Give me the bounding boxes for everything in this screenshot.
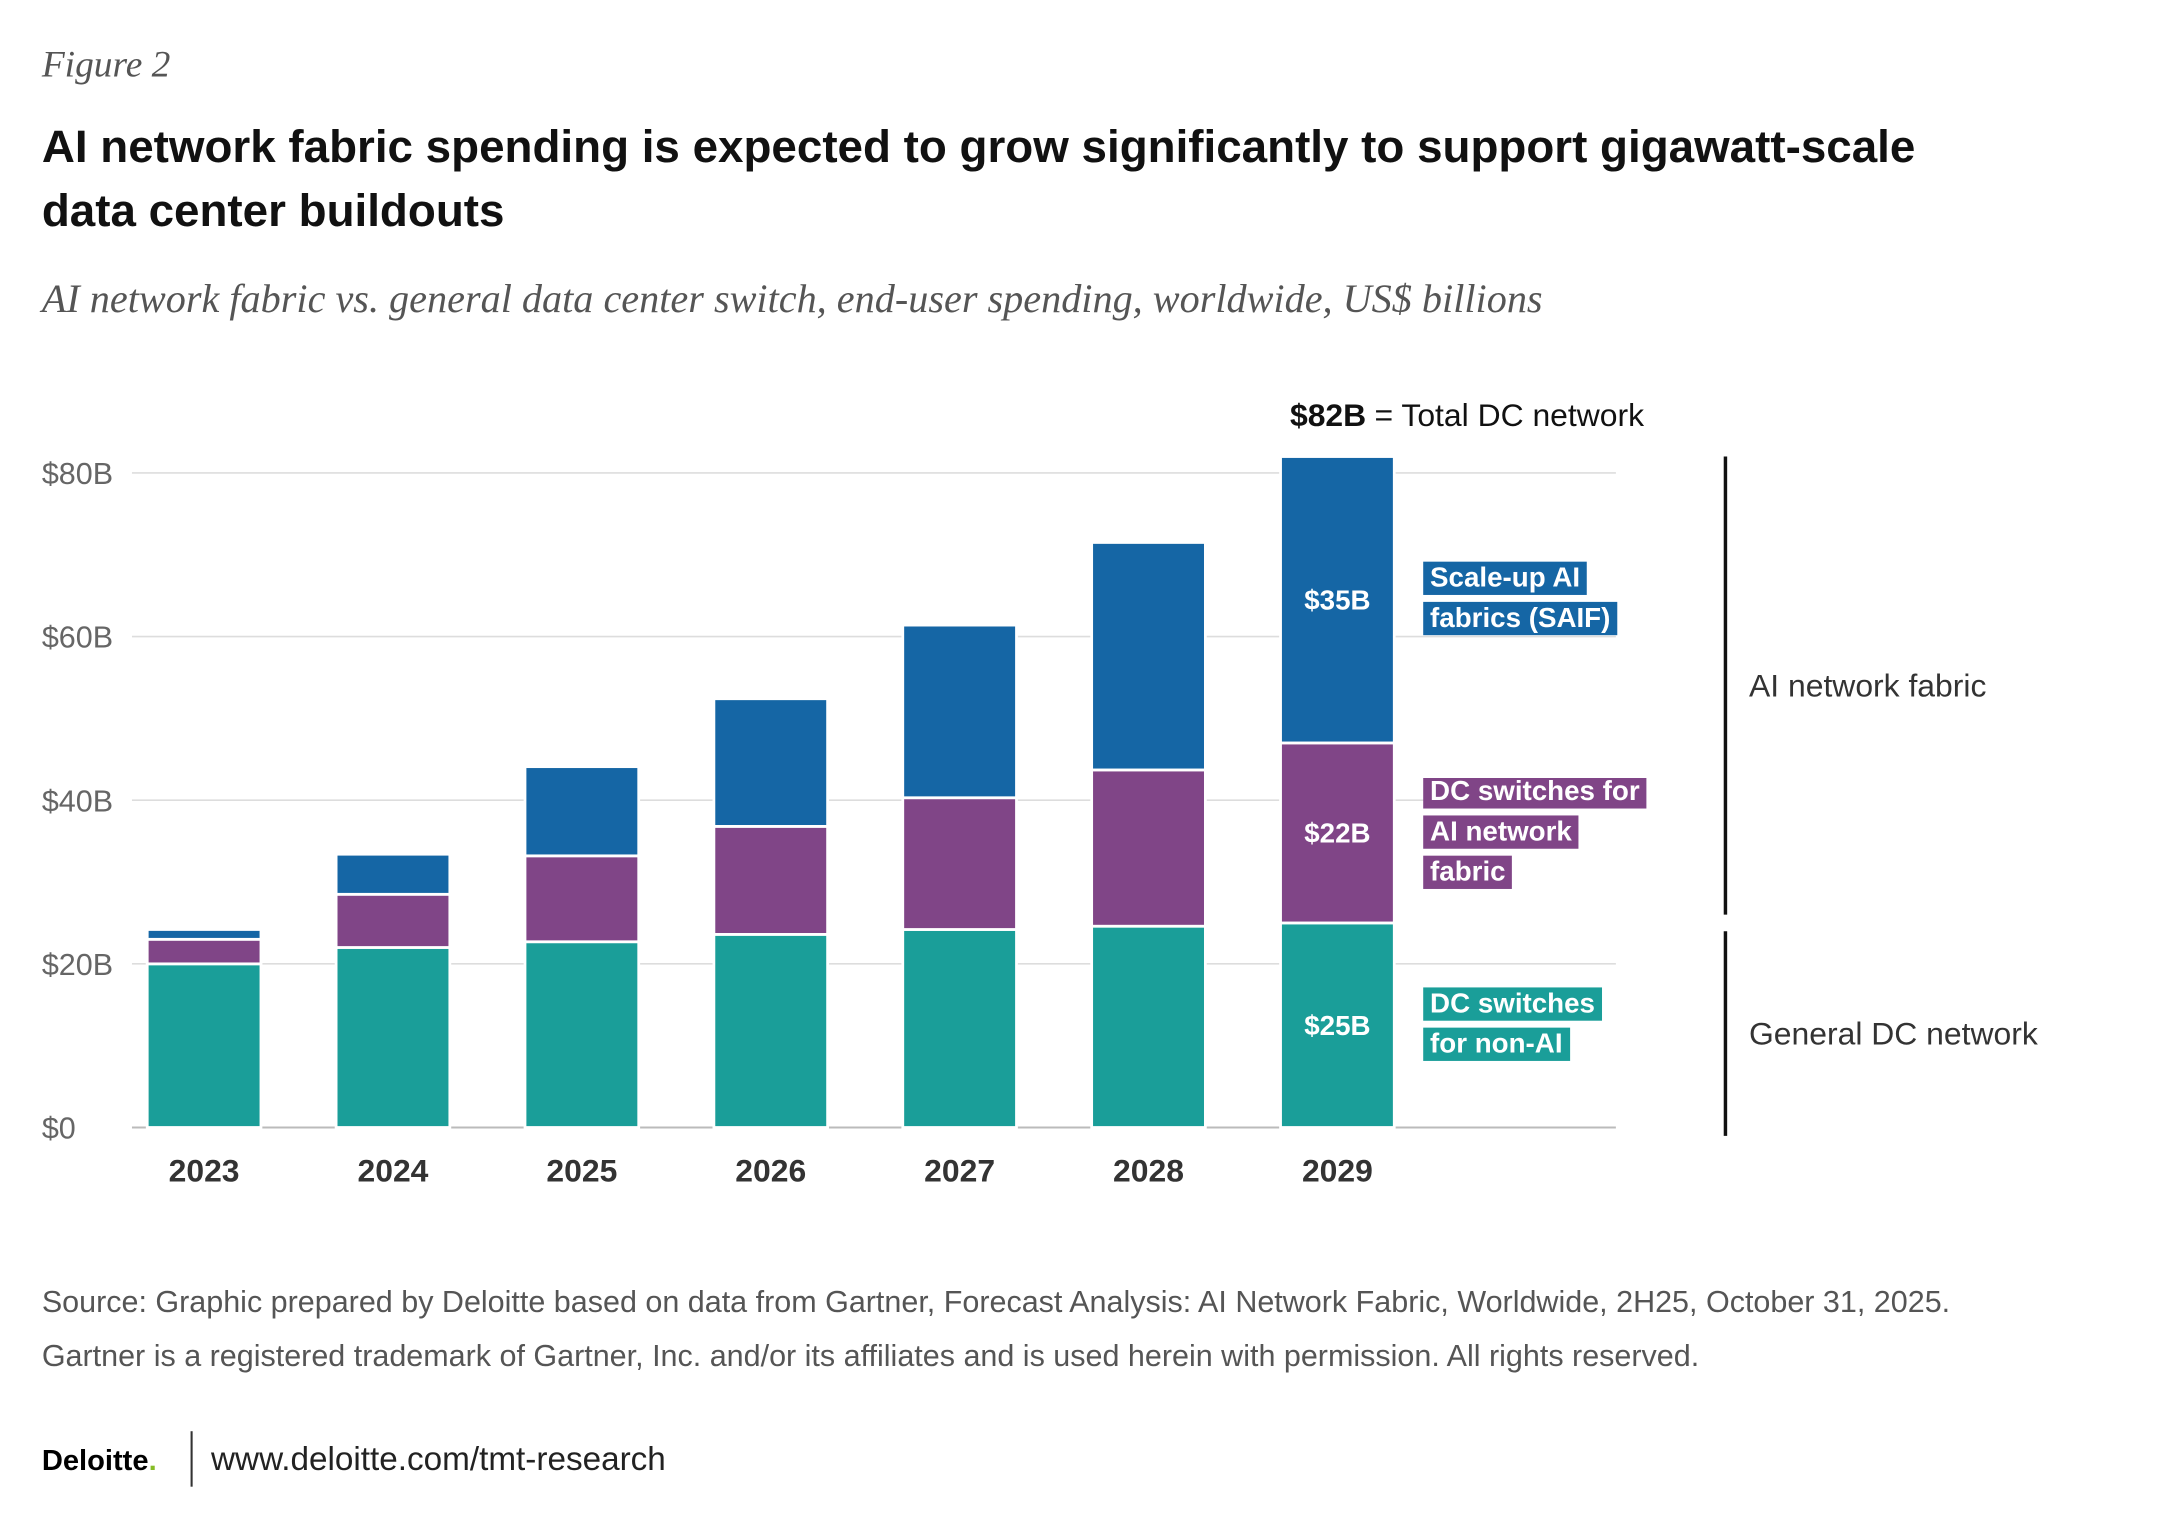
bar-segment <box>901 623 1018 800</box>
bar-segment <box>334 946 452 1129</box>
bar-segment <box>901 796 1018 931</box>
data-label: $22B <box>1304 818 1370 849</box>
source-line: Gartner is a registered trademark of Gar… <box>42 1339 1699 1373</box>
total-label: $82B <box>1290 397 1366 433</box>
y-tick-label: $40B <box>42 784 113 818</box>
x-tick-label: 2024 <box>358 1153 429 1189</box>
bar-segment <box>1279 455 1396 745</box>
x-tick-label: 2029 <box>1302 1153 1373 1189</box>
total-text: = Total DC network <box>1375 397 1645 433</box>
bar-segment <box>145 937 263 966</box>
x-tick-label: 2027 <box>924 1153 995 1189</box>
source-line: Source: Graphic prepared by Deloitte bas… <box>42 1285 1950 1319</box>
data-label: $25B <box>1304 1010 1370 1041</box>
bar-segment <box>1090 924 1207 1129</box>
chart-title: AI network fabric spending is expected t… <box>42 121 1916 236</box>
bar-segment <box>145 962 263 1129</box>
series-label-box: Scale-up AI fabrics (SAIF) <box>1423 562 1618 636</box>
bar-segment <box>1090 768 1207 928</box>
series-label: DC switches for AI network fabric <box>1423 777 1647 889</box>
logo: Deloitte. <box>42 1445 157 1477</box>
x-tick-label: 2028 <box>1113 1153 1184 1189</box>
series-label: DC switches for non-AI <box>1423 987 1602 1062</box>
group-label: General DC network <box>1749 1016 2038 1052</box>
data-label: $35B <box>1304 584 1370 615</box>
chart-subtitle: AI network fabric vs. general data cente… <box>39 276 1543 321</box>
bar-segment <box>145 928 263 941</box>
bar-segment <box>1090 541 1207 772</box>
bar-segment <box>523 765 641 858</box>
x-tick-label: 2023 <box>169 1153 240 1189</box>
series-label-box: DC switches for non-AI <box>1423 987 1602 1062</box>
bar-segment <box>901 928 1018 1129</box>
bar-segment <box>334 892 452 949</box>
bar-segment <box>334 852 452 896</box>
bar-segment <box>712 933 829 1129</box>
series-label-box: DC switches for AI network fabric <box>1423 777 1647 889</box>
bar-segment <box>1279 741 1396 925</box>
y-tick-label: $0 <box>42 1112 76 1146</box>
logo-dot: . <box>149 1445 157 1477</box>
bar-segment <box>712 697 829 828</box>
bar-segment <box>523 940 641 1129</box>
x-tick-label: 2026 <box>735 1153 806 1189</box>
url: www.deloitte.com/tmt-research <box>210 1441 666 1478</box>
group-label: AI network fabric <box>1749 668 1986 704</box>
figure-label: Figure 2 <box>41 44 171 85</box>
y-tick-label: $80B <box>42 457 113 491</box>
x-tick-label: 2025 <box>546 1153 617 1189</box>
bar-segment <box>1279 921 1396 1129</box>
logo-text: Deloitte <box>42 1445 149 1477</box>
bar-segment <box>523 854 641 944</box>
bar-segment <box>712 825 829 936</box>
total-annotation: $82B = Total DC network <box>1290 397 1644 433</box>
series-label: Scale-up AI fabrics (SAIF) <box>1423 562 1618 636</box>
y-tick-label: $20B <box>42 948 113 982</box>
y-tick-label: $60B <box>42 621 113 655</box>
